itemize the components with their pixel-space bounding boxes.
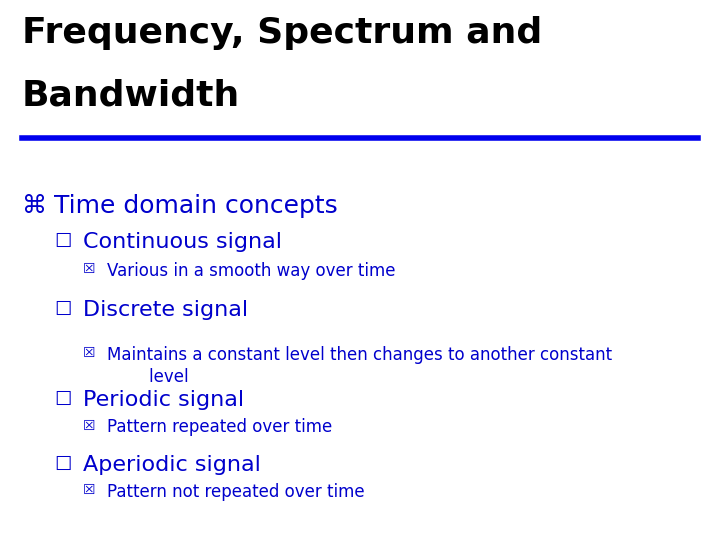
- Text: Pattern repeated over time: Pattern repeated over time: [107, 418, 332, 436]
- Text: ☐: ☐: [54, 455, 71, 474]
- Text: ⌘: ⌘: [22, 194, 47, 218]
- Text: Frequency, Spectrum and: Frequency, Spectrum and: [22, 16, 542, 50]
- Text: Bandwidth: Bandwidth: [22, 78, 240, 112]
- Text: Aperiodic signal: Aperiodic signal: [83, 455, 261, 475]
- Text: ☐: ☐: [54, 390, 71, 409]
- Text: Pattern not repeated over time: Pattern not repeated over time: [107, 483, 364, 501]
- Text: ☒: ☒: [83, 418, 95, 433]
- Text: ☒: ☒: [83, 483, 95, 497]
- Text: Various in a smooth way over time: Various in a smooth way over time: [107, 262, 395, 280]
- Text: ☐: ☐: [54, 232, 71, 251]
- Text: Time domain concepts: Time domain concepts: [54, 194, 338, 218]
- Text: ☐: ☐: [54, 300, 71, 319]
- Text: Continuous signal: Continuous signal: [83, 232, 282, 252]
- Text: ☒: ☒: [83, 346, 95, 360]
- Text: Discrete signal: Discrete signal: [83, 300, 248, 320]
- Text: ☒: ☒: [83, 262, 95, 276]
- Text: Maintains a constant level then changes to another constant
        level: Maintains a constant level then changes …: [107, 346, 612, 386]
- Text: Periodic signal: Periodic signal: [83, 390, 244, 410]
